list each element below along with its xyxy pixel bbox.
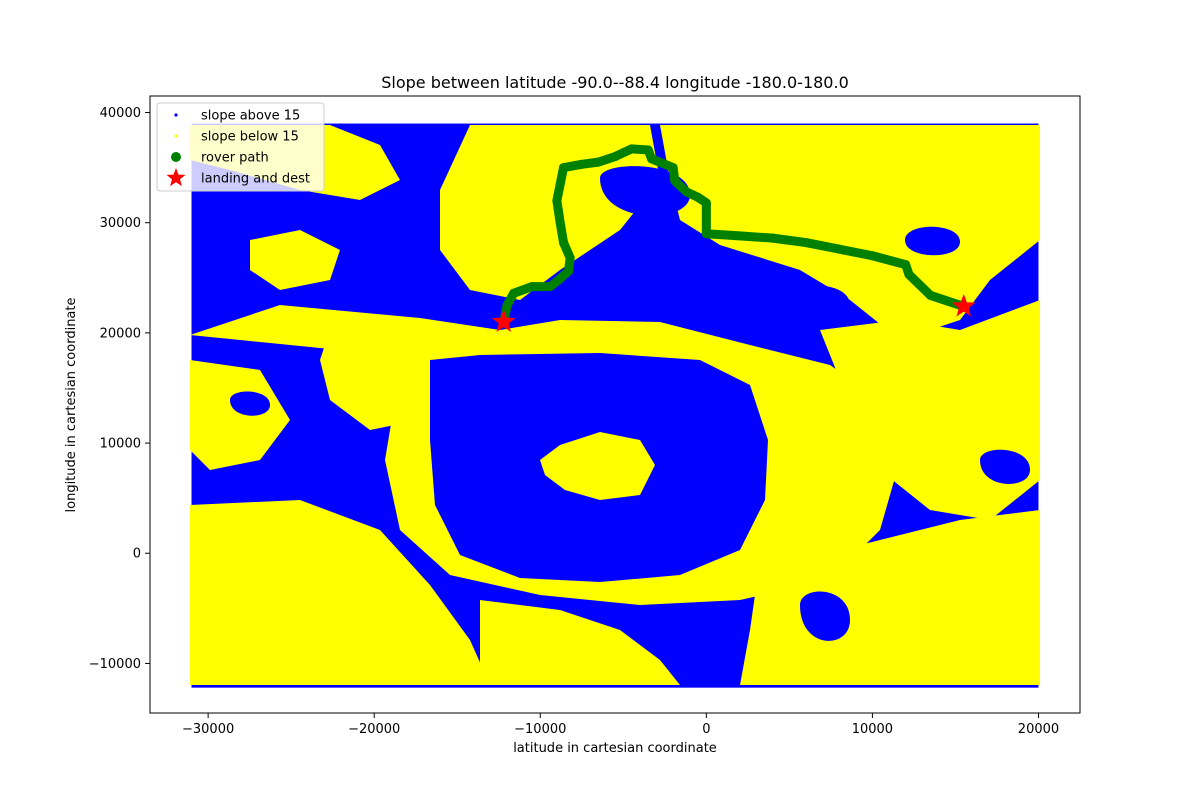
rover-path-point bbox=[669, 163, 678, 172]
legend-marker bbox=[174, 113, 177, 116]
y-tick-label: 30000 bbox=[100, 216, 141, 231]
rover-path-point bbox=[835, 245, 844, 254]
rover-path-point bbox=[546, 282, 555, 291]
y-tick-label: 10000 bbox=[100, 437, 141, 452]
chart-title: Slope between latitude -90.0--88.4 longi… bbox=[381, 73, 849, 92]
rover-path-point bbox=[644, 145, 653, 154]
rover-path-point bbox=[559, 163, 568, 172]
rover-path-point bbox=[702, 198, 711, 207]
rover-path-point bbox=[566, 253, 575, 262]
legend-marker bbox=[174, 134, 177, 137]
x-tick-label: −20000 bbox=[348, 722, 400, 737]
rover-path-point bbox=[926, 291, 935, 300]
rover-path-point bbox=[694, 193, 703, 202]
x-tick-label: −10000 bbox=[514, 722, 566, 737]
x-tick-label: −30000 bbox=[182, 722, 234, 737]
rover-path-point bbox=[577, 160, 586, 169]
legend-label: landing and dest bbox=[201, 172, 310, 187]
rover-path-point bbox=[768, 234, 777, 243]
rover-path-point bbox=[554, 275, 563, 284]
rover-path-point bbox=[868, 251, 877, 260]
x-tick-label: 0 bbox=[702, 722, 710, 737]
rover-path-point bbox=[559, 238, 568, 247]
terrain-layer bbox=[190, 124, 1040, 688]
y-axis-label: longitude in cartesian coordinate bbox=[64, 298, 79, 513]
legend: slope above 15 slope below 15 rover path la… bbox=[157, 103, 324, 191]
rover-path-point bbox=[527, 282, 536, 291]
x-tick-label: 10000 bbox=[852, 722, 893, 737]
terrain-region bbox=[905, 227, 960, 256]
y-tick-label: 20000 bbox=[100, 326, 141, 341]
rover-path-point bbox=[801, 238, 810, 247]
x-axis-label: latitude in cartesian coordinate bbox=[513, 741, 717, 756]
rover-path-point bbox=[670, 176, 679, 185]
rover-path-point bbox=[509, 289, 518, 298]
rover-path-point bbox=[904, 270, 913, 279]
rover-path-point bbox=[901, 260, 910, 269]
y-tick-label: 0 bbox=[133, 547, 141, 562]
y-tick-label: 40000 bbox=[100, 106, 141, 121]
legend-label: slope above 15 bbox=[201, 109, 300, 124]
x-tick-label: 20000 bbox=[1018, 722, 1059, 737]
rover-path-point bbox=[556, 218, 565, 227]
rover-path-point bbox=[503, 301, 512, 310]
legend-label: rover path bbox=[201, 151, 269, 166]
rover-path-point bbox=[682, 187, 691, 196]
rover-path-point bbox=[647, 154, 656, 163]
rover-path-point bbox=[735, 231, 744, 240]
rover-path-point bbox=[556, 180, 565, 189]
y-tick-label: −10000 bbox=[89, 657, 141, 672]
rover-path-point bbox=[702, 229, 711, 238]
rover-path-point bbox=[627, 144, 636, 153]
legend-label: slope below 15 bbox=[201, 130, 299, 145]
rover-path-point bbox=[611, 152, 620, 161]
rover-path-point bbox=[552, 196, 561, 205]
legend-marker bbox=[171, 152, 181, 162]
rover-path-point bbox=[594, 158, 603, 167]
rover-path-point bbox=[564, 267, 573, 276]
